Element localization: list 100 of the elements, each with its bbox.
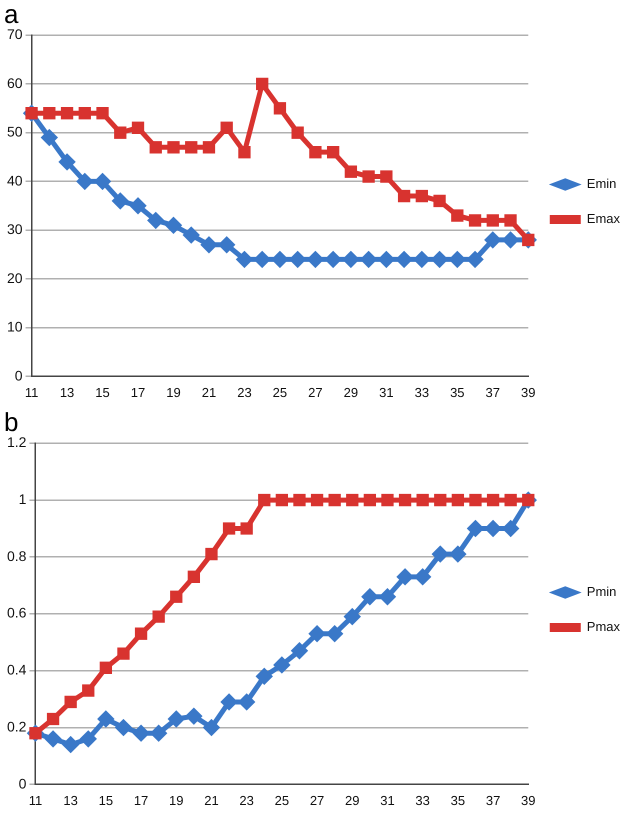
point (43, 107, 56, 120)
point (44, 730, 62, 748)
point (466, 250, 484, 268)
point (309, 146, 322, 158)
point (117, 647, 130, 660)
point (170, 590, 182, 603)
x-tick-label: 35 (450, 792, 466, 808)
x-tick-label: 17 (134, 792, 148, 808)
x-tick-label: 19 (166, 384, 181, 400)
legend-label: Emax (586, 211, 620, 226)
point (361, 588, 378, 606)
point (96, 107, 109, 120)
point (202, 141, 216, 154)
point (236, 250, 253, 268)
point (486, 214, 499, 227)
point (362, 170, 375, 183)
point (416, 190, 428, 202)
x-tick-label: 17 (130, 384, 146, 400)
point (182, 226, 200, 244)
point (326, 146, 340, 158)
point (150, 724, 168, 742)
point (414, 568, 432, 586)
x-tick-label: 35 (450, 384, 465, 400)
point (185, 708, 202, 725)
point (222, 522, 236, 535)
x-tick-label: 15 (95, 384, 110, 400)
x-tick-label: 23 (237, 384, 252, 400)
point (346, 494, 358, 506)
point (112, 192, 129, 210)
point (167, 141, 180, 154)
point (256, 78, 268, 90)
y-tick-label: 70 (6, 26, 23, 42)
legend-label: Pmin (586, 584, 616, 600)
point (451, 209, 464, 222)
point (238, 146, 251, 158)
point (164, 216, 182, 234)
x-tick-label: 29 (344, 384, 358, 400)
legend-label: Emin (586, 176, 616, 192)
point (274, 102, 286, 114)
point (78, 107, 91, 120)
x-tick-label: 37 (486, 384, 500, 400)
x-tick-label: 15 (98, 792, 114, 808)
point (413, 250, 430, 268)
point (416, 494, 429, 506)
point (273, 656, 290, 674)
y-tick-label: 0 (14, 367, 23, 384)
point (64, 696, 77, 708)
point (188, 570, 200, 583)
point (504, 494, 517, 506)
point (40, 129, 58, 146)
point (344, 166, 358, 178)
point (62, 736, 80, 754)
x-tick-label: 39 (521, 384, 536, 400)
point (484, 231, 502, 248)
point (469, 494, 482, 506)
point (58, 153, 76, 170)
point (94, 172, 112, 190)
point (398, 494, 412, 506)
point (254, 250, 271, 268)
point (202, 719, 220, 736)
point (381, 494, 394, 506)
point (258, 494, 270, 506)
point (276, 494, 288, 506)
x-tick-label: 21 (204, 792, 219, 808)
x-tick-label: 11 (28, 792, 42, 808)
point (114, 719, 132, 736)
y-tick-label: 0.4 (6, 662, 27, 678)
point (134, 628, 148, 640)
point (200, 236, 218, 254)
point (434, 494, 446, 506)
y-tick-label: 1.2 (6, 434, 27, 450)
legend-label: Pmax (586, 619, 620, 634)
x-tick-label: 13 (60, 384, 74, 400)
point (310, 494, 324, 506)
point (218, 236, 236, 254)
point (132, 122, 144, 134)
point (82, 684, 94, 697)
y-tick-label: 0.6 (6, 604, 27, 621)
y-tick-label: 0 (18, 775, 27, 792)
x-tick-label: 13 (63, 792, 78, 808)
point (97, 710, 114, 728)
point (378, 250, 395, 268)
chart-title: b (4, 406, 18, 437)
point (448, 250, 466, 268)
point (398, 190, 410, 202)
point (449, 546, 466, 563)
x-tick-label: 27 (310, 792, 324, 808)
y-tick-label: 0.8 (6, 548, 27, 564)
point (152, 610, 165, 623)
x-tick-label: 31 (380, 792, 395, 808)
point (289, 250, 306, 268)
point (220, 122, 233, 134)
y-tick-label: 0.2 (6, 718, 27, 734)
point (452, 494, 464, 506)
y-tick-label: 1 (18, 490, 27, 507)
point (150, 141, 162, 154)
point (326, 625, 344, 642)
point (433, 194, 446, 208)
point (46, 712, 60, 726)
point (130, 197, 147, 214)
